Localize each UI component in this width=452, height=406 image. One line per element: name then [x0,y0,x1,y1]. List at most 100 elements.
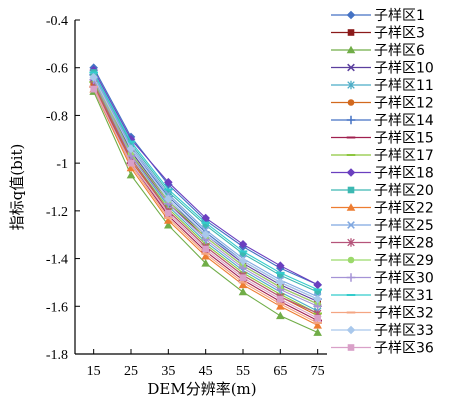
series-子样区11 [89,75,322,316]
y-tick-label: -1.8 [46,348,68,363]
legend-label: 子样区11 [374,78,434,94]
series-子样区14 [89,70,322,304]
legend-item: 子样区30 [331,271,434,287]
legend-item: 子样区3 [331,26,425,42]
x-tick-label: 35 [161,364,175,379]
data-point [277,271,284,279]
data-point [313,321,322,329]
legend-marker [347,344,355,351]
data-point [239,250,247,258]
legend-item: 子样区31 [331,288,434,304]
data-point [201,230,210,240]
y-tick-label: -0.8 [46,109,68,124]
data-point [126,144,136,154]
series-子样区30 [89,75,322,311]
data-point [164,177,173,187]
data-point [313,328,322,336]
y-axis-title: 指标q值(bit) [8,144,26,231]
legend-item: 子样区14 [331,113,434,129]
data-point [313,294,322,304]
legend-marker [347,256,355,264]
legend-marker [346,203,356,211]
legend: 子样区1子样区3子样区6子样区10子样区11子样区12子样区14子样区15子样区… [331,8,434,357]
legend-item: 子样区10 [331,61,434,77]
legend-marker [346,325,356,335]
legend-label: 子样区25 [374,218,434,234]
y-tick-label: -0.4 [46,14,68,29]
x-tick-label: 75 [311,364,325,379]
series-子样区3 [90,78,321,308]
legend-marker [347,63,355,72]
legend-item: 子样区20 [331,183,434,199]
legend-item: 子样区15 [331,131,434,147]
data-point [126,170,136,179]
legend-marker [346,115,356,125]
data-point [276,301,285,310]
data-point [201,251,210,260]
data-point [276,261,285,271]
legend-item: 子样区6 [331,43,425,59]
data-point [313,280,322,290]
legend-label: 子样区15 [374,131,434,147]
y-tick-label: -1 [56,157,68,172]
x-tick-label: 55 [236,364,250,379]
data-point [238,280,248,289]
legend-marker [346,273,356,282]
y-tick-label: -1.4 [46,253,68,268]
legend-item: 子样区25 [331,218,434,234]
y-tick-label: -1.2 [46,205,68,220]
legend-label: 子样区14 [374,113,434,129]
data-point [239,274,247,281]
data-point [165,188,172,196]
series-子样区10 [89,73,322,306]
legend-item: 子样区1 [331,8,425,24]
legend-label: 子样区30 [374,271,434,287]
legend-marker [347,221,355,229]
data-point [238,239,248,249]
x-tick-label: 65 [273,364,287,379]
data-point [277,295,284,303]
data-point [127,159,135,167]
series-line [93,84,318,317]
legend-item: 子样区22 [331,201,434,217]
series-line [93,81,318,305]
legend-item: 子样区17 [331,148,434,164]
series-line [93,81,318,314]
data-point [89,72,98,82]
legend-item: 子样区18 [331,166,434,182]
legend-label: 子样区20 [374,183,434,199]
legend-label: 子样区17 [374,148,434,164]
legend-marker [346,168,356,177]
legend-item: 子样区29 [331,253,434,269]
legend-label: 子样区10 [374,61,434,77]
legend-label: 子样区31 [374,288,434,304]
legend-label: 子样区29 [374,253,434,269]
x-axis-title: DEM分辨率(m) [147,380,256,398]
data-point [164,216,173,224]
series-子样区28 [89,80,322,318]
series-line [93,84,318,314]
data-point [202,245,209,253]
legend-marker [346,45,356,54]
legend-item: 子样区28 [331,236,434,252]
legend-label: 子样区3 [374,26,425,42]
series-子样区33 [89,72,322,304]
series-子样区12 [90,81,321,320]
chart-axes: -0.4 -0.6 -0.8 -1 -1.2 -1.4 -1.6 -1.8 15 25 35 45 55… [46,14,327,379]
series-line [93,86,318,322]
data-point [165,209,172,217]
legend-label: 子样区12 [374,96,434,112]
y-tick-label: -1.6 [46,300,68,315]
legend-label: 子样区1 [374,8,425,24]
legend-marker [347,80,355,90]
series-子样区36 [90,85,321,322]
legend-label: 子样区22 [374,201,434,217]
data-point [90,85,97,93]
legend-label: 子样区36 [374,341,434,357]
data-point [276,311,285,320]
x-tick-label: 25 [124,364,138,379]
legend-item: 子样区11 [331,78,434,94]
legend-marker [347,186,355,194]
data-point [202,221,209,229]
